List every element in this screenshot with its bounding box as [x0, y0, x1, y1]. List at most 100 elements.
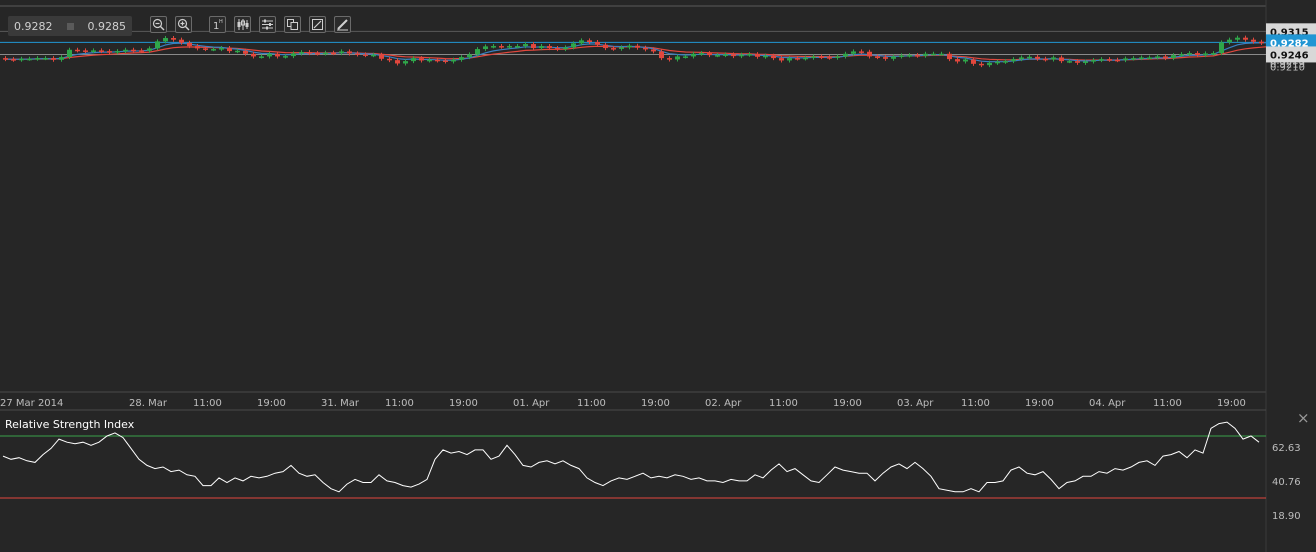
- candle: [811, 54, 816, 60]
- candle: [27, 56, 32, 61]
- zoom-in-button[interactable]: [175, 16, 192, 33]
- candle: [1051, 55, 1056, 62]
- price-tick-label: 0.9219: [1270, 59, 1305, 70]
- candle: [171, 36, 176, 42]
- candle: [11, 57, 16, 62]
- time-tick-label: 02. Apr: [705, 398, 742, 409]
- zoom-out-button[interactable]: [150, 16, 167, 33]
- rsi-line: [2, 421, 1260, 493]
- candle: [515, 44, 520, 49]
- candle: [155, 39, 160, 51]
- candle: [1251, 37, 1256, 44]
- level-label-box: [1266, 46, 1316, 63]
- time-tick-label: 19:00: [641, 398, 670, 409]
- candle: [1147, 55, 1152, 60]
- candle: [219, 46, 224, 52]
- candle: [731, 52, 736, 59]
- candle: [563, 45, 568, 52]
- level-label: 0.9246: [1270, 50, 1309, 61]
- templates-icon: [287, 19, 298, 30]
- time-tick-label: 19:00: [833, 398, 862, 409]
- candle: [131, 47, 136, 53]
- templates-button[interactable]: [284, 16, 301, 33]
- candle: [451, 57, 456, 64]
- chart-type-button[interactable]: [234, 16, 251, 33]
- candle: [675, 54, 680, 62]
- candle: [331, 50, 336, 56]
- candle: [1003, 59, 1008, 64]
- candle: [1219, 40, 1224, 56]
- bid-ask-box[interactable]: 0.9282 0.9285: [8, 16, 132, 36]
- candle: [323, 50, 328, 56]
- candle: [683, 54, 688, 59]
- candle: [979, 61, 984, 68]
- candle: [115, 49, 120, 55]
- candle: [147, 46, 152, 53]
- zoom-out-icon: [152, 18, 165, 31]
- candle: [267, 51, 272, 59]
- candle: [275, 51, 280, 59]
- candle: [1203, 51, 1208, 58]
- close-rsi-icon[interactable]: ×: [1297, 409, 1310, 427]
- candle: [475, 47, 480, 57]
- candle: [75, 47, 80, 53]
- candle: [867, 49, 872, 59]
- candle: [395, 58, 400, 66]
- toolbar: 0.9282 0.9285: [8, 16, 132, 36]
- candle: [1163, 54, 1168, 61]
- candle: [443, 58, 448, 64]
- pencil-icon: [337, 19, 348, 31]
- candle: [1083, 59, 1088, 65]
- time-axis: 27 Mar 2014 28. Mar 11:00 19:00 31. Mar 11:00…: [0, 398, 1246, 409]
- level-label: 0.9282: [1270, 38, 1309, 49]
- candle: [819, 54, 824, 60]
- candle: [827, 55, 832, 60]
- candlestick-type-icon: [237, 19, 249, 30]
- candle: [283, 54, 288, 59]
- candle: [1195, 51, 1200, 58]
- candle: [243, 48, 248, 56]
- candle: [187, 40, 192, 49]
- rsi-tick-label: 62.63: [1272, 443, 1301, 454]
- candle: [755, 52, 760, 59]
- ask-price: 0.9285: [87, 19, 127, 33]
- candle: [771, 53, 776, 61]
- candle: [643, 45, 648, 52]
- pencil-button[interactable]: [334, 16, 351, 33]
- candle: [467, 52, 472, 60]
- candle: [571, 41, 576, 50]
- candle: [35, 56, 40, 61]
- candle: [387, 56, 392, 63]
- candle: [739, 52, 744, 59]
- candle: [803, 55, 808, 61]
- candle: [987, 60, 992, 68]
- candle: [539, 44, 544, 51]
- candle: [947, 51, 952, 62]
- candle: [747, 52, 752, 57]
- indicators-button[interactable]: [259, 16, 276, 33]
- candle: [595, 40, 600, 47]
- candle: [699, 51, 704, 56]
- timeframe-sup: H: [219, 19, 223, 25]
- rsi-tick-label: 18.90: [1272, 511, 1301, 522]
- fast-moving-average: [5, 41, 1278, 63]
- candle: [67, 47, 72, 60]
- time-tick-label: 19:00: [449, 398, 478, 409]
- candle: [715, 53, 720, 58]
- candle: [1059, 55, 1064, 64]
- candle: [1067, 59, 1072, 64]
- draw-line-button[interactable]: [309, 16, 326, 33]
- candlestick-series: [3, 35, 1280, 68]
- candle: [1179, 52, 1184, 58]
- time-tick-label: 19:00: [1025, 398, 1054, 409]
- bid-price: 0.9282: [14, 19, 53, 33]
- time-tick-label: 19:00: [257, 398, 286, 409]
- candle: [835, 54, 840, 60]
- time-tick-label: 11:00: [193, 398, 222, 409]
- candle: [707, 51, 712, 58]
- candle: [19, 56, 24, 62]
- candle: [1075, 59, 1080, 65]
- candle: [1107, 57, 1112, 62]
